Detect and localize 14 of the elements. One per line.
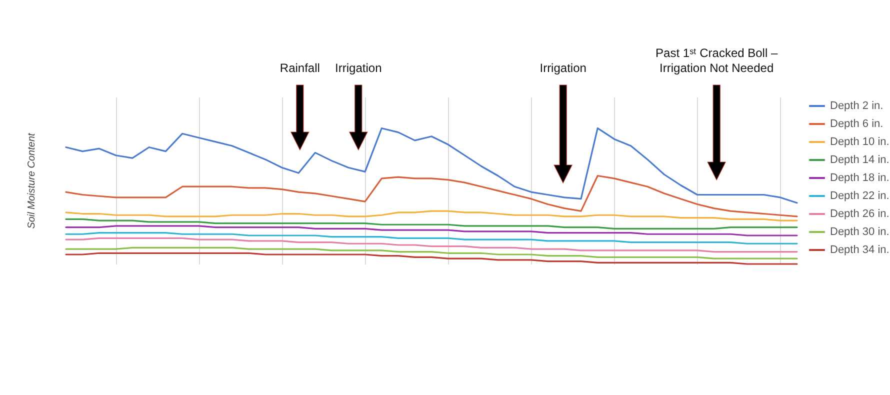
- text: Past 1ˢᵗ Cracked Boll – Irrigation Not Needed: [656, 46, 778, 75]
- text: Rainfall: [280, 61, 320, 75]
- text: Irrigation: [540, 61, 586, 75]
- legend-label: Depth 26 in.: [830, 208, 890, 220]
- legend-label: Depth 6 in.: [830, 118, 884, 130]
- legend-label: Depth 22 in.: [830, 190, 890, 202]
- legend-label: Depth 14 in.: [830, 154, 890, 166]
- legend-label: Depth 30 in.: [830, 226, 890, 238]
- y-axis-title: Soil Moisture Content: [26, 132, 38, 229]
- legend-label: Depth 2 in.: [830, 100, 884, 112]
- legend-label: Depth 34 in.: [830, 244, 890, 256]
- legend-label: Depth 18 in.: [830, 172, 890, 184]
- text: Irrigation: [335, 61, 382, 75]
- legend-label: Depth 10 in.: [830, 136, 890, 148]
